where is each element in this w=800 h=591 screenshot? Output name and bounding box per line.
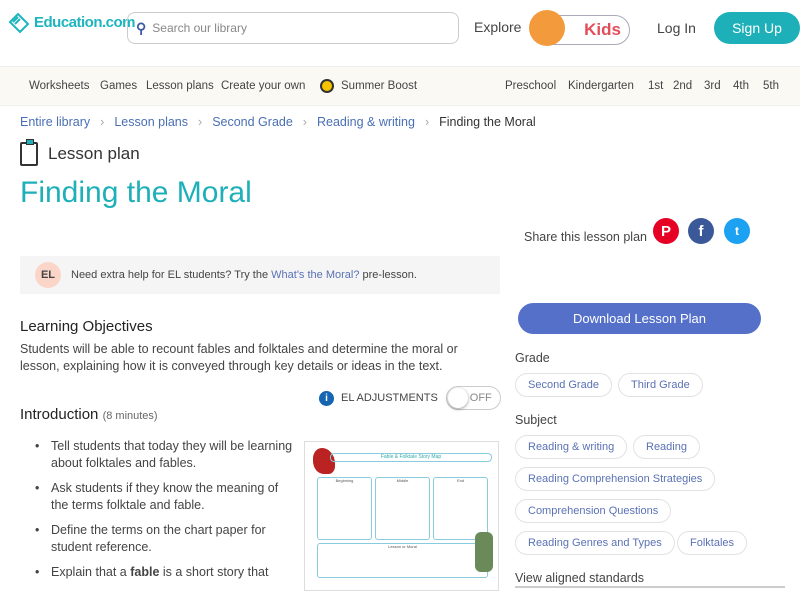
list-item: Tell students that today they will be le… <box>35 438 297 472</box>
sun-icon <box>320 79 334 93</box>
twitter-icon[interactable]: t <box>724 218 750 244</box>
crumb-entire-library[interactable]: Entire library <box>20 115 91 129</box>
crumb-second-grade[interactable]: Second Grade <box>212 115 293 129</box>
subject-tag[interactable]: Folktales <box>677 531 748 555</box>
grade-tag[interactable]: Third Grade <box>618 373 703 397</box>
kids-label: Kids <box>584 20 621 39</box>
page-title: Finding the Moral <box>20 176 252 209</box>
nav-4th[interactable]: 4th <box>733 80 749 92</box>
worksheet-title: Fable & Folktale Story Map <box>330 453 492 462</box>
standards-divider <box>515 586 785 588</box>
subject-tag[interactable]: Reading Genres and Types <box>515 531 675 555</box>
logo-icon <box>8 12 30 34</box>
toggle-state: OFF <box>469 392 492 404</box>
nav-create[interactable]: Create your own <box>221 80 306 92</box>
worksheet-box: Middle <box>375 477 430 540</box>
download-button[interactable]: Download Lesson Plan <box>518 303 761 334</box>
clipboard-icon <box>20 139 38 166</box>
objectives-text: Students will be able to recount fables … <box>20 342 458 373</box>
search-placeholder: Search our library <box>152 21 247 35</box>
chevron-right-icon: › <box>302 115 307 129</box>
subject-tag[interactable]: Reading <box>633 435 700 459</box>
intro-minutes: (8 minutes) <box>102 410 158 422</box>
view-standards-link[interactable]: View aligned standards <box>515 571 645 585</box>
subject-label: Subject <box>515 413 557 427</box>
el-adjust-toggle[interactable]: OFF <box>445 386 501 410</box>
share-label: Share this lesson plan <box>524 230 647 244</box>
pinterest-icon[interactable]: P <box>653 218 679 244</box>
nav-worksheets[interactable]: Worksheets <box>29 80 90 92</box>
signup-button[interactable]: Sign Up <box>714 12 800 44</box>
facebook-icon[interactable]: f <box>688 218 714 244</box>
explore-link[interactable]: Explore <box>474 19 522 35</box>
crumb-reading-writing[interactable]: Reading & writing <box>316 115 415 129</box>
content-type-label: Lesson plan <box>48 144 140 163</box>
info-icon[interactable]: i <box>319 390 334 406</box>
breadcrumb: Entire library › Lesson plans › Second Gra… <box>20 115 536 129</box>
el-text-after: pre-lesson. <box>359 269 417 281</box>
logo[interactable]: Education.com <box>6 10 136 34</box>
nav-1st[interactable]: 1st <box>648 80 664 92</box>
nav-lesson-plans[interactable]: Lesson plans <box>146 80 214 92</box>
list-item: Ask students if they know the meaning of… <box>35 480 297 514</box>
login-link[interactable]: Log In <box>657 20 696 36</box>
el-prelesson-link[interactable]: What's the Moral? <box>271 269 360 281</box>
intro-title: Introduction <box>20 406 99 423</box>
subject-tag[interactable]: Reading & writing <box>515 435 628 459</box>
content-type: Lesson plan <box>20 139 140 166</box>
list-item: Explain that a fable is a short story th… <box>35 564 297 581</box>
search-icon: ⚲ <box>136 19 147 36</box>
crumb-current: Finding the Moral <box>439 115 536 129</box>
el-adjustments: i EL ADJUSTMENTS OFF <box>319 386 501 410</box>
grade-tag[interactable]: Second Grade <box>515 373 612 397</box>
subject-tag[interactable]: Comprehension Questions <box>515 499 672 523</box>
nav-5th[interactable]: 5th <box>763 80 779 92</box>
chevron-right-icon: › <box>100 115 105 129</box>
worksheet-box: Lesson or Moral <box>317 543 488 578</box>
objectives-heading: Learning Objectives <box>20 318 153 335</box>
chevron-right-icon: › <box>424 115 430 129</box>
subject-tag[interactable]: Reading Comprehension Strategies <box>515 467 716 491</box>
bold-term: fable <box>130 565 160 579</box>
el-text-before: Need extra help for EL students? Try the <box>71 269 272 281</box>
dragon-illustration <box>313 448 335 474</box>
introduction-heading: Introduction (8 minutes) <box>20 406 158 423</box>
el-adjust-label: EL ADJUSTMENTS <box>341 392 438 404</box>
nav-2nd[interactable]: 2nd <box>673 80 693 92</box>
crumb-lesson-plans[interactable]: Lesson plans <box>114 115 189 129</box>
text: is a short story that <box>159 565 269 579</box>
el-banner: EL Need extra help for EL students? Try … <box>20 256 500 294</box>
logo-text: Education.com <box>34 13 136 31</box>
tiger-mascot-icon <box>529 10 565 46</box>
chevron-right-icon: › <box>198 115 203 129</box>
header: Education.com ⚲ Search our library Explor… <box>0 0 800 66</box>
grade-label: Grade <box>515 351 550 365</box>
nav-bar: Worksheets Games Lesson plans Create you… <box>0 66 800 106</box>
nav-summer-boost[interactable]: Summer Boost <box>341 80 418 92</box>
worksheet-thumbnail[interactable]: Fable & Folktale Story Map Beginning Mid… <box>304 441 499 591</box>
intro-list: Tell students that today they will be le… <box>35 438 297 588</box>
nav-3rd[interactable]: 3rd <box>704 80 721 92</box>
worksheet-box: Beginning <box>317 477 372 540</box>
nav-games[interactable]: Games <box>100 80 138 92</box>
el-badge: EL <box>35 262 61 288</box>
nav-preschool[interactable]: Preschool <box>505 80 557 92</box>
el-banner-text: Need extra help for EL students? Try the… <box>71 269 417 281</box>
search-input[interactable]: ⚲ Search our library <box>127 12 459 44</box>
list-item: Define the terms on the chart paper for … <box>35 522 297 556</box>
knight-illustration <box>475 532 493 572</box>
nav-kindergarten[interactable]: Kindergarten <box>568 80 634 92</box>
worksheet-box: End <box>433 477 488 540</box>
text: Explain that a <box>51 565 131 579</box>
